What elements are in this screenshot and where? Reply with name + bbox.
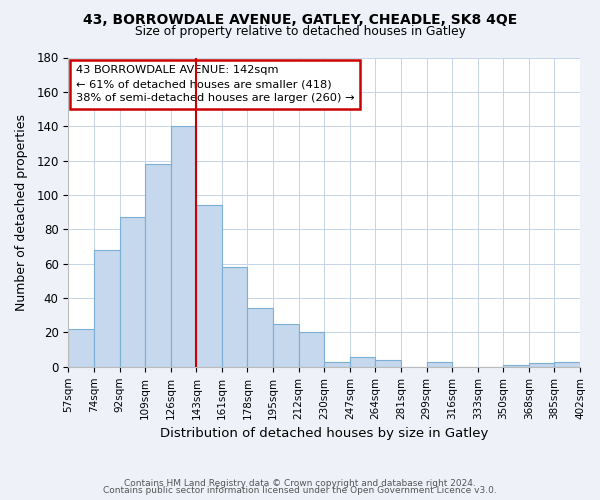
Bar bbox=[94, 250, 119, 367]
Bar bbox=[196, 206, 222, 367]
Bar bbox=[222, 267, 247, 367]
Text: Contains public sector information licensed under the Open Government Licence v3: Contains public sector information licen… bbox=[103, 486, 497, 495]
Y-axis label: Number of detached properties: Number of detached properties bbox=[15, 114, 28, 310]
Text: 43 BORROWDALE AVENUE: 142sqm
← 61% of detached houses are smaller (418)
38% of s: 43 BORROWDALE AVENUE: 142sqm ← 61% of de… bbox=[76, 65, 355, 103]
Bar bbox=[273, 324, 299, 367]
Bar bbox=[171, 126, 196, 367]
Bar bbox=[247, 308, 273, 367]
Bar bbox=[299, 332, 324, 367]
Bar bbox=[376, 360, 401, 367]
Bar bbox=[145, 164, 171, 367]
Bar bbox=[503, 365, 529, 367]
Bar bbox=[324, 362, 350, 367]
Bar bbox=[119, 218, 145, 367]
X-axis label: Distribution of detached houses by size in Gatley: Distribution of detached houses by size … bbox=[160, 427, 488, 440]
Text: 43, BORROWDALE AVENUE, GATLEY, CHEADLE, SK8 4QE: 43, BORROWDALE AVENUE, GATLEY, CHEADLE, … bbox=[83, 12, 517, 26]
Bar bbox=[68, 329, 94, 367]
Text: Contains HM Land Registry data © Crown copyright and database right 2024.: Contains HM Land Registry data © Crown c… bbox=[124, 478, 476, 488]
Bar bbox=[427, 362, 452, 367]
Bar bbox=[554, 362, 580, 367]
Bar bbox=[529, 364, 554, 367]
Bar bbox=[350, 356, 376, 367]
Text: Size of property relative to detached houses in Gatley: Size of property relative to detached ho… bbox=[134, 25, 466, 38]
